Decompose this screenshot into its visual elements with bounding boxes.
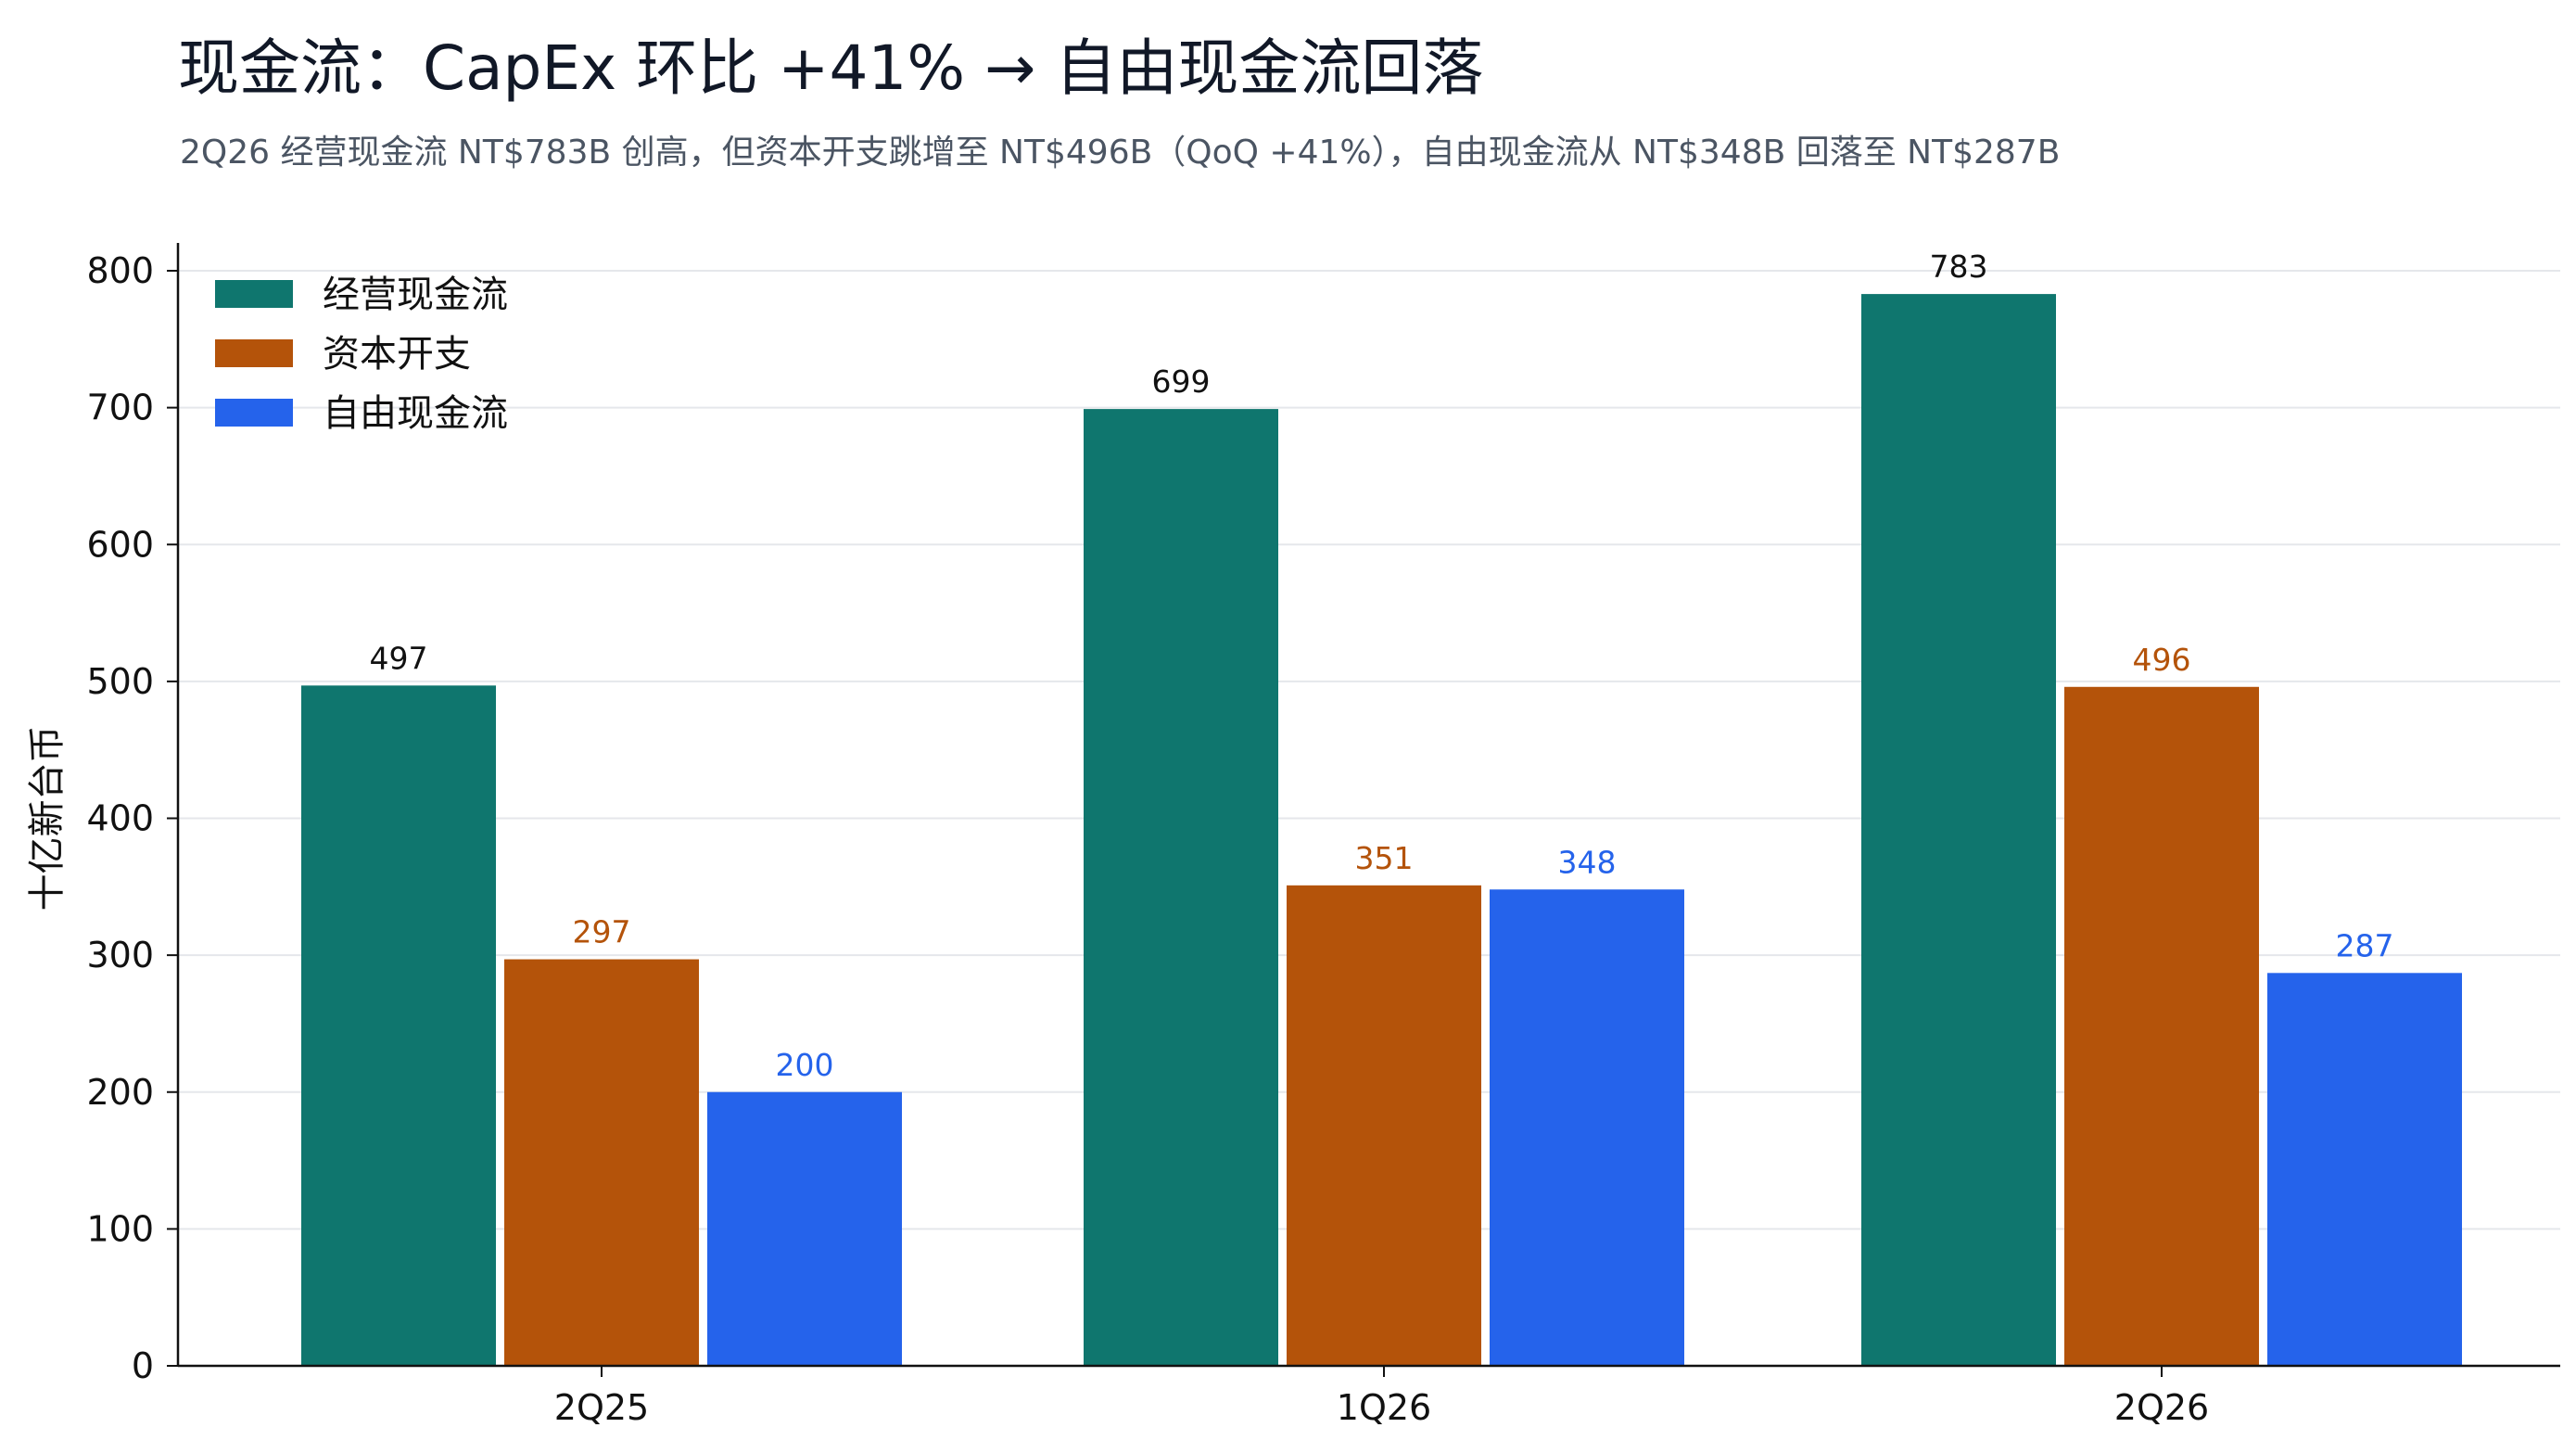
data-label: 200 [776, 1047, 834, 1083]
legend-label: 经营现金流 [323, 274, 508, 316]
y-tick-label: 700 [86, 388, 154, 428]
chart-subtitle: 2Q26 经营现金流 NT$783B 创高，但资本开支跳增至 NT$496B（Q… [180, 134, 2061, 172]
bar [2064, 686, 2259, 1366]
data-label: 699 [1152, 363, 1211, 400]
bar [2267, 973, 2462, 1366]
data-label: 496 [2133, 642, 2191, 678]
bar [1490, 889, 1684, 1366]
x-tick-label: 1Q26 [1337, 1387, 1431, 1428]
legend-label: 自由现金流 [323, 392, 508, 435]
legend-swatch [215, 280, 293, 308]
bar [1861, 294, 2056, 1367]
data-label: 297 [573, 914, 631, 950]
legend-label: 资本开支 [323, 333, 471, 376]
y-tick-label: 500 [86, 661, 154, 702]
data-label: 497 [370, 640, 428, 676]
y-tick-label: 100 [86, 1208, 154, 1249]
bar [301, 685, 496, 1366]
y-axis-label: 十亿新台币 [26, 726, 69, 911]
y-tick-label: 400 [86, 798, 154, 839]
data-label: 287 [2336, 927, 2394, 963]
legend-swatch [215, 399, 293, 427]
legend-swatch [215, 339, 293, 367]
y-tick-label: 600 [86, 524, 154, 565]
data-label: 348 [1558, 844, 1617, 880]
y-tick-label: 300 [86, 935, 154, 975]
data-label: 351 [1355, 840, 1414, 876]
bar [504, 959, 699, 1366]
chart-title: 现金流：CapEx 环比 +41% → 自由现金流回落 [178, 32, 1484, 104]
bars [301, 294, 2462, 1367]
axes: 0 100 200 300 400 500 600 700 800 十亿新台币 2Q25 1Q26 2Q… [26, 243, 2560, 1428]
bar [1287, 885, 1481, 1366]
bar [707, 1091, 902, 1366]
x-tick-label: 2Q25 [554, 1387, 649, 1428]
y-tick-label: 200 [86, 1072, 154, 1113]
x-tick-label: 2Q26 [2114, 1387, 2209, 1428]
bar [1084, 409, 1278, 1366]
data-label: 783 [1930, 249, 1988, 285]
y-tick-label: 0 [132, 1345, 154, 1386]
y-tick-label: 800 [86, 250, 154, 291]
data-labels: 497 297 200 699 351 348 783 496 287 [370, 249, 2394, 1083]
